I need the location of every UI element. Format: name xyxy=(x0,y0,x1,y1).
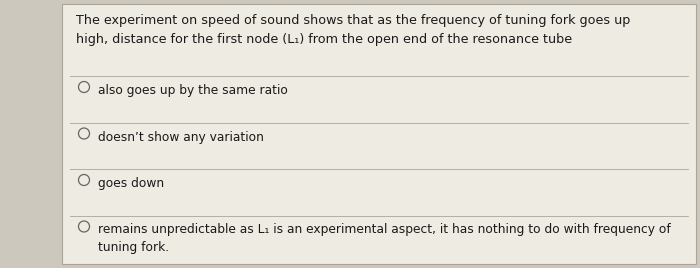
Text: The experiment on speed of sound shows that as the frequency of tuning fork goes: The experiment on speed of sound shows t… xyxy=(76,14,631,46)
Text: remains unpredictable as L₁ is an experimental aspect, it has nothing to do with: remains unpredictable as L₁ is an experi… xyxy=(98,224,671,255)
Text: doesn’t show any variation: doesn’t show any variation xyxy=(98,131,264,143)
Text: also goes up by the same ratio: also goes up by the same ratio xyxy=(98,84,288,97)
Text: goes down: goes down xyxy=(98,177,164,190)
